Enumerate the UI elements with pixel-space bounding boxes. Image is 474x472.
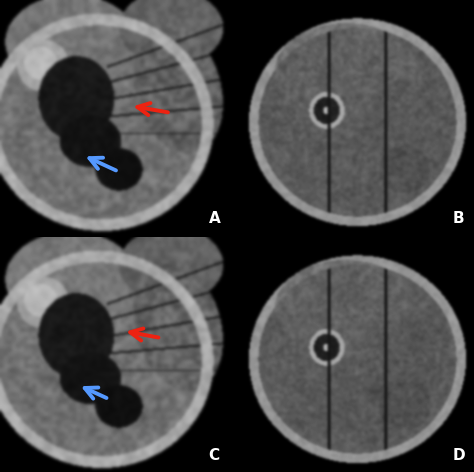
- Text: A: A: [209, 211, 220, 226]
- Text: B: B: [453, 211, 465, 226]
- Text: C: C: [209, 447, 219, 463]
- Text: D: D: [453, 447, 465, 463]
